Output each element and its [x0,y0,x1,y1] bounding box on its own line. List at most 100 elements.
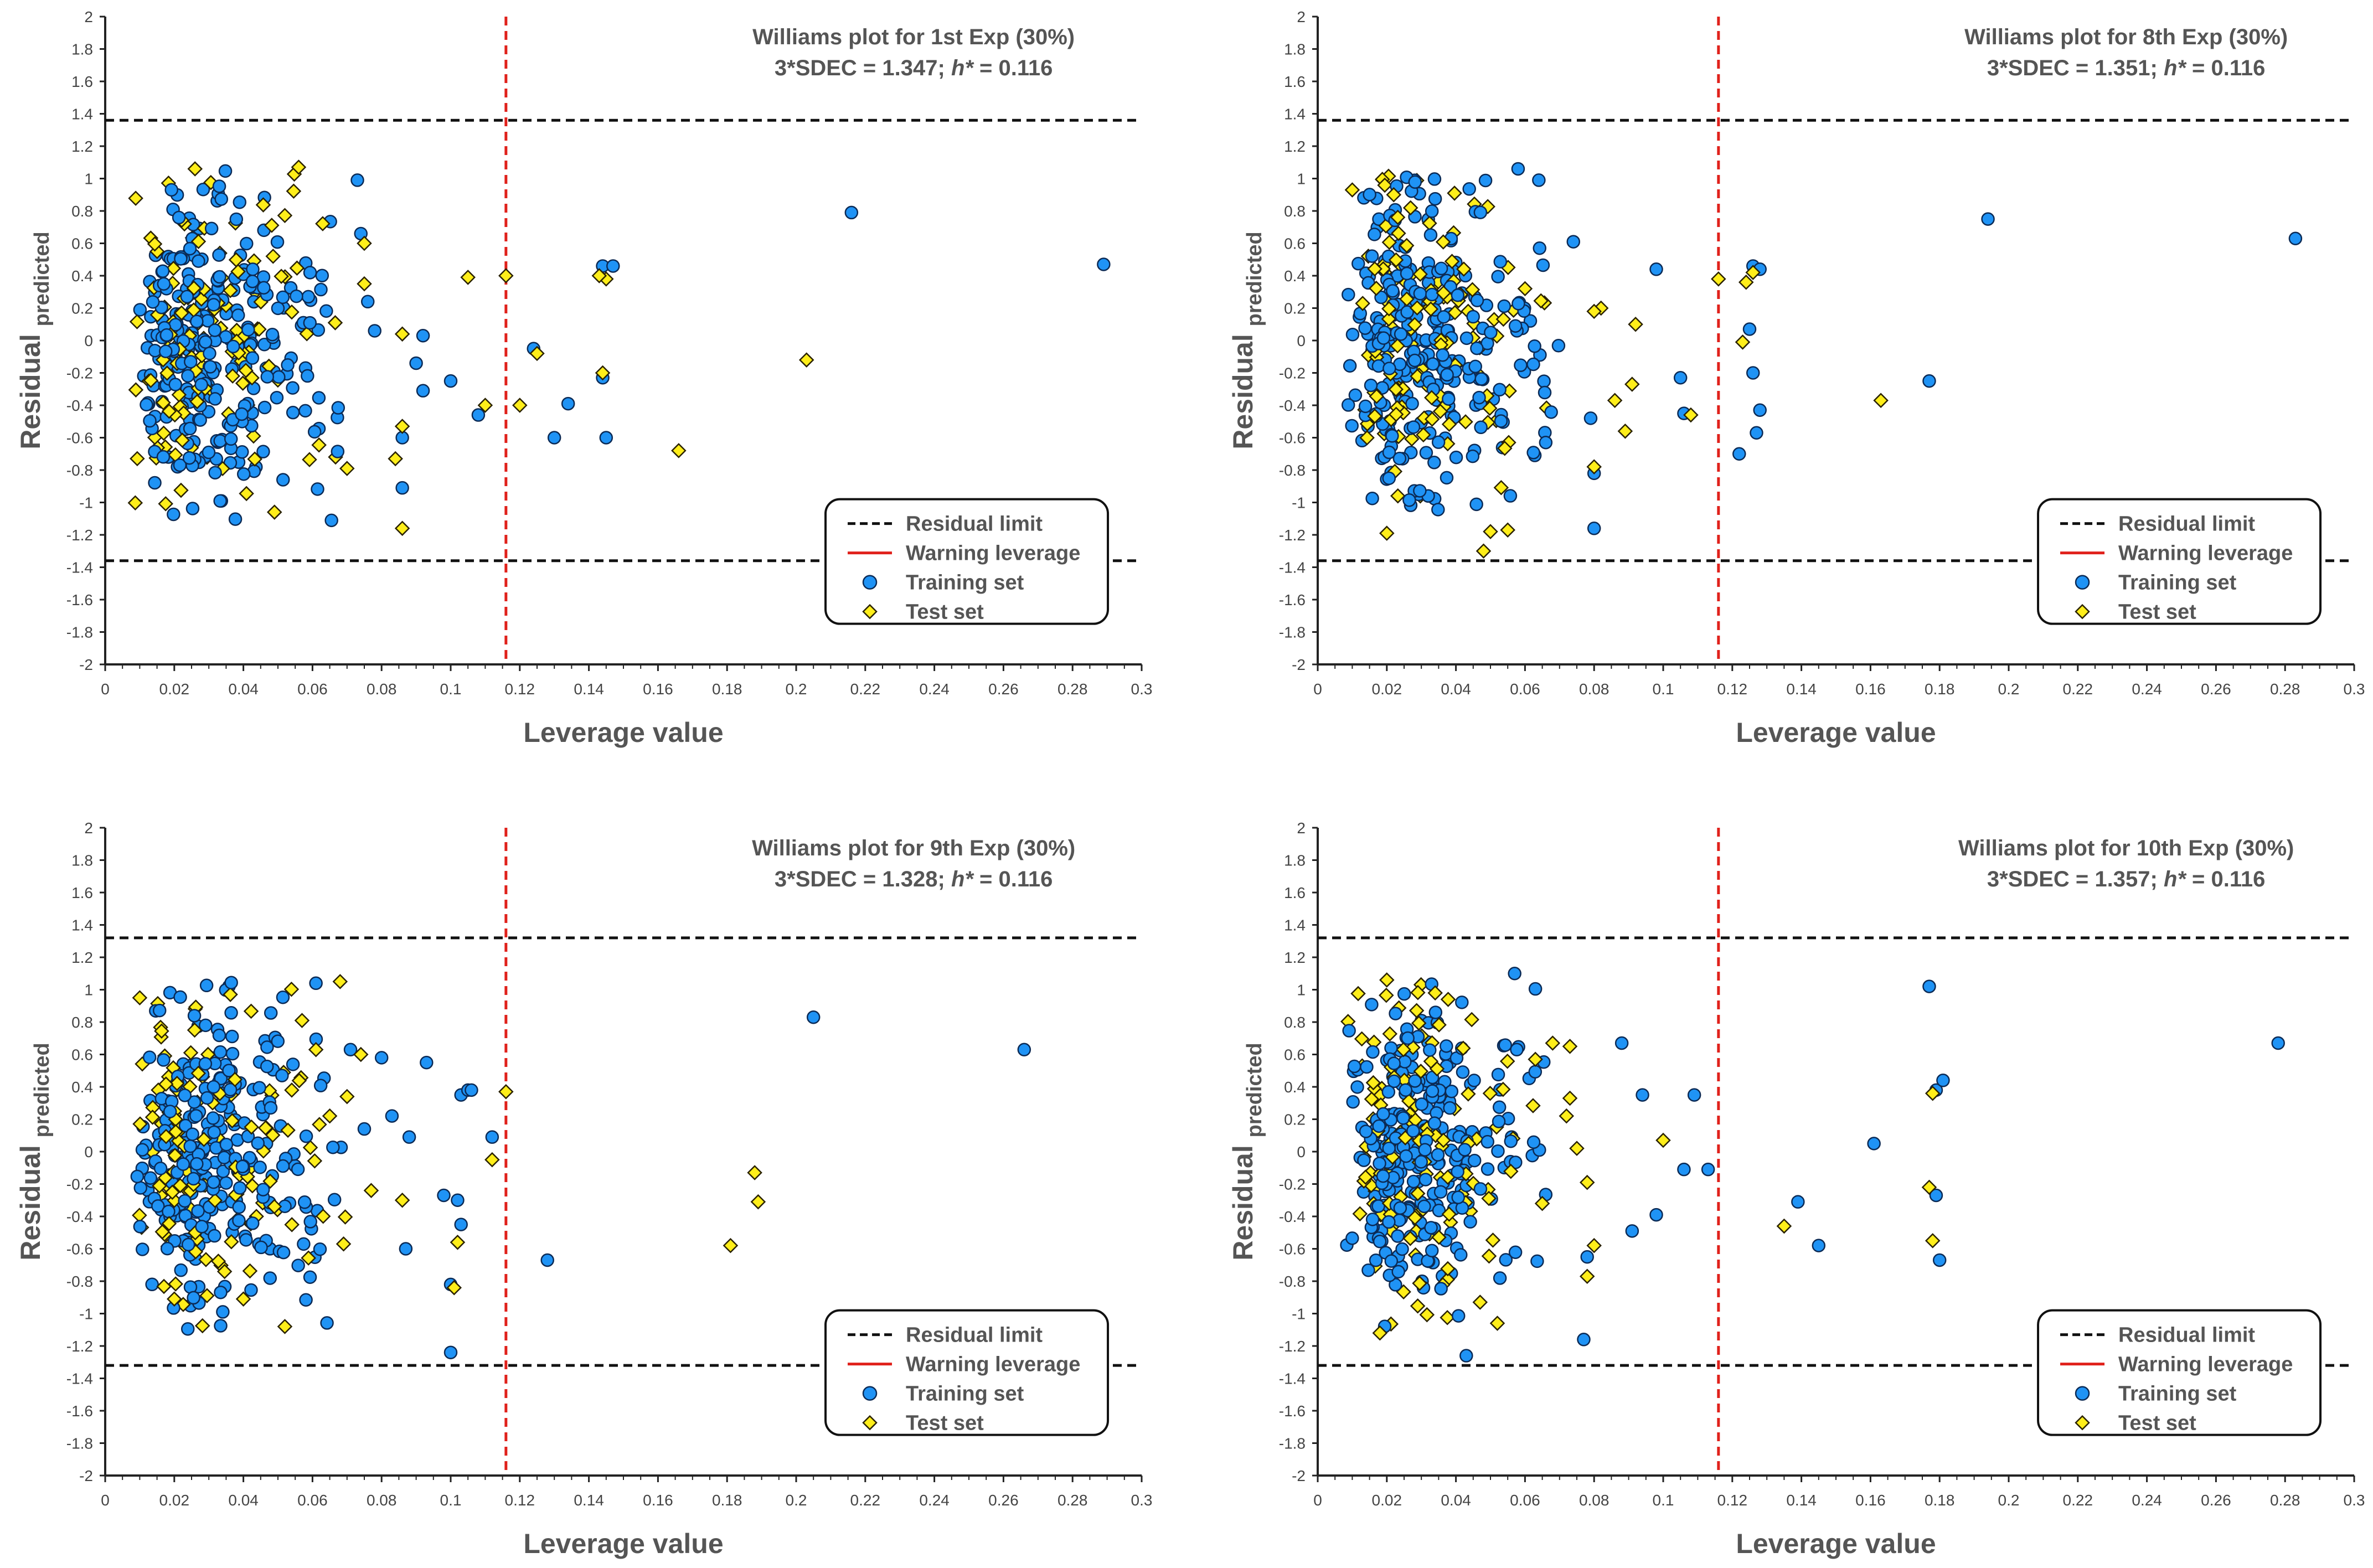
training-point [1423,1043,1437,1057]
x-tick-label: 0.22 [850,680,881,698]
x-tick-label: 0.1 [1653,680,1674,698]
test-point [1517,281,1533,297]
test-point [265,249,281,264]
test-point [168,1124,184,1139]
training-point [1400,305,1414,319]
test-point [1410,1185,1426,1201]
test-point [244,1119,259,1135]
training-point [245,275,260,288]
y-tick-label: 1.6 [71,73,93,90]
training-point [451,1193,465,1207]
y-axis-title-main: Residual [1227,1137,1258,1260]
test-point [1569,1141,1585,1156]
test-point [498,268,514,283]
training-point [1382,362,1396,375]
test-point [1683,407,1699,423]
y-axis-title: Residual predicted [1227,231,1266,449]
training-point [290,289,303,303]
y-tick-label: 1.2 [71,138,93,155]
test-point [529,345,545,362]
test-point [357,276,372,292]
y-tick-label: -2 [1292,1467,1306,1484]
training-point [1376,1107,1390,1121]
test-point [223,987,238,1002]
x-tick-label: 0.02 [1372,1492,1402,1509]
training-point [1365,249,1379,263]
test-point [1559,1108,1575,1124]
training-point [1436,348,1449,362]
training-point [313,1079,328,1092]
test-point [1534,1195,1550,1211]
test-point [446,1280,462,1296]
training-point [1376,331,1391,345]
training-point [265,327,280,342]
test-point [1390,338,1405,354]
x-tick-label: 0.18 [1925,680,1955,698]
training-point [1428,192,1442,206]
test-point [132,1116,148,1132]
training-point [1812,1239,1826,1252]
test-point [161,403,177,419]
y-tick-label: -0.8 [66,1273,93,1290]
test-point [301,1250,316,1266]
training-point [224,976,238,989]
training-point [1468,359,1483,374]
y-tick-label: 0 [84,1143,93,1160]
training-point [1936,1074,1950,1087]
training-point [309,976,323,991]
training-point [1473,205,1488,219]
test-point [363,1183,379,1198]
test-point [174,305,189,321]
test-point [312,1117,327,1132]
training-point [1494,414,1508,428]
test-point [339,461,355,476]
training-point [1391,1265,1405,1279]
test-point [1628,316,1643,332]
training-point [1440,1039,1453,1053]
training-point [241,323,255,337]
legend-box [824,1309,1110,1436]
test-point [1379,972,1395,988]
training-point [1425,287,1439,302]
training-point [200,1091,214,1105]
test-point [1436,285,1451,301]
training-point [276,1159,290,1173]
test-point [322,1108,338,1124]
training-point [1425,1084,1440,1098]
test-point [1372,1325,1388,1341]
test-point [1388,406,1404,422]
test-point [798,352,814,368]
training-point [172,210,186,225]
training-point [1442,392,1456,406]
y-tick-label: -1.2 [66,527,93,544]
training-point [303,266,317,280]
training-point [133,1181,148,1195]
x-tick-label: 0 [101,1492,110,1509]
training-point [320,1316,334,1330]
test-point [1873,393,1889,408]
x-tick-label: 0.2 [786,1492,807,1509]
training-point [1929,1188,1943,1203]
test-point [1412,266,1428,282]
test-point [1528,1051,1543,1067]
training-point [454,1218,468,1231]
training-point [222,1064,236,1077]
test-point [207,1193,223,1208]
test-point [1379,525,1395,541]
training-point [219,1137,234,1152]
training-point [1456,1065,1470,1079]
training-point [1474,372,1488,386]
training-point [1536,258,1550,272]
x-tick-label: 0.06 [297,680,328,698]
training-point [182,451,197,465]
x-tick-label: 0.14 [1786,680,1817,698]
test-point [498,1084,514,1100]
x-tick-label: 0.06 [297,1492,328,1509]
test-point [156,1278,172,1294]
y-tick-label: -1.4 [1279,559,1306,576]
training-point [1583,411,1598,425]
test-point [1367,261,1382,277]
training-point [136,1242,149,1256]
test-point [1482,400,1498,416]
test-point [171,387,187,403]
